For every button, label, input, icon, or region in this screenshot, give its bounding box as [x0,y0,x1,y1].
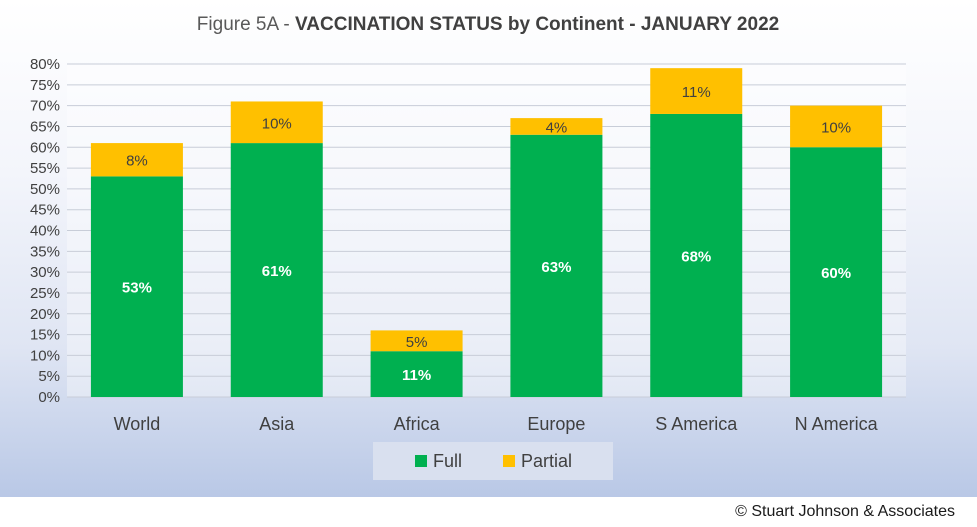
data-label: 4% [546,119,568,136]
bar-partial-n-america [790,105,883,148]
bar-full-world [90,176,183,397]
chart-title-main: VACCINATION STATUS by Continent - JANUAR… [295,14,779,35]
bar-partial-world [90,143,183,177]
y-tick-label: 5% [38,368,60,385]
copyright-credit: © Stuart Johnson & Associates [735,503,955,520]
data-label: 10% [821,119,851,136]
legend-label-partial: Partial [521,451,572,471]
y-tick-label: 55% [30,160,60,177]
x-tick-label: N America [795,414,879,434]
data-label: 11% [402,367,431,384]
bar-partial-europe [510,118,603,135]
legend-swatch-partial [503,455,515,467]
bar-partial-asia [230,101,323,144]
legend-label-full: Full [433,451,462,471]
y-tick-label: 10% [30,347,60,364]
x-tick-label: Africa [394,414,441,434]
y-tick-label: 70% [30,98,60,115]
y-tick-label: 30% [30,264,60,281]
gridlines [67,63,906,398]
bar-full-asia [230,143,323,397]
data-label: 10% [262,115,292,132]
bars: 53% 8% 61% 10% 11% 5% 63% 4% 68% 11% 60% 10% [90,68,883,397]
x-tick-label: Asia [259,414,295,434]
y-tick-label: 80% [30,56,60,73]
bar-full-n-america [790,147,883,397]
y-axis-ticks: 0% 5% 10% 15% 20% 25% 30% 35% 40% 45% 50% 55% 60% 65%… [30,56,60,406]
y-tick-label: 75% [30,77,60,94]
x-axis-ticks: World Asia Africa Europe S America N America [114,414,879,434]
chart-area: Figure 5A - VACCINATION STATUS by Contin… [0,0,977,497]
bar-full-s-america [650,113,743,397]
y-tick-label: 65% [30,118,60,135]
y-tick-label: 45% [30,202,60,219]
x-tick-label: World [114,414,161,434]
x-tick-label: S America [655,414,738,434]
y-tick-label: 0% [38,389,60,406]
data-label: 53% [122,280,152,297]
bar-full-africa [370,351,463,397]
chart-title: Figure 5A - VACCINATION STATUS by Contin… [197,14,779,35]
x-tick-label: Europe [527,414,585,434]
y-tick-label: 25% [30,285,60,302]
data-label: 63% [541,259,571,276]
data-label: 60% [821,265,851,282]
chart-title-prefix: Figure 5A - [197,14,295,35]
legend-swatch-full [415,455,427,467]
y-tick-label: 35% [30,243,60,260]
legend-box [373,442,613,480]
data-label: 5% [406,334,428,351]
data-label: 61% [262,263,292,280]
y-tick-label: 60% [30,139,60,156]
y-tick-label: 20% [30,306,60,323]
bar-partial-s-america [650,68,743,114]
y-tick-label: 50% [30,181,60,198]
y-tick-label: 40% [30,223,60,240]
chart-svg: Figure 5A - VACCINATION STATUS by Contin… [30,14,906,480]
data-label: 8% [126,153,148,170]
data-label: 11% [682,84,711,101]
bar-partial-africa [370,330,463,352]
legend: Full Partial [373,442,613,480]
data-label: 68% [681,248,711,265]
bar-full-europe [510,134,603,397]
y-tick-label: 15% [30,327,60,344]
